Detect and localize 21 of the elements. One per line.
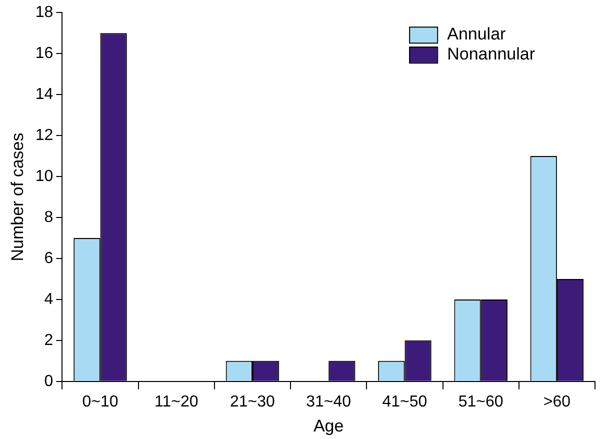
x-tick-label: 11~20 <box>154 393 198 410</box>
x-tick-label: 21~30 <box>230 393 276 410</box>
y-tick-label: 8 <box>44 208 54 226</box>
y-tick-label: 0 <box>44 372 54 390</box>
x-tick-label: 51~60 <box>458 393 504 410</box>
y-tick-label: 16 <box>35 44 54 62</box>
x-axis-title: Age <box>313 416 344 436</box>
y-tick-label: 4 <box>44 290 54 308</box>
y-tick-label: 18 <box>35 4 54 22</box>
x-tick-label: 0~10 <box>82 393 118 410</box>
legend-label: Nonannular <box>447 44 536 64</box>
y-axis-title: Number of cases <box>8 132 27 262</box>
x-tick-label: 41~50 <box>382 393 428 410</box>
legend-label: Annular <box>447 24 506 44</box>
x-tick-label: 31~40 <box>306 393 352 410</box>
y-tick-label: 6 <box>44 250 54 267</box>
y-tick-label: 12 <box>35 126 54 144</box>
x-tick-label: >60 <box>543 393 571 410</box>
y-tick-label: 10 <box>35 168 54 185</box>
y-tick-label: 14 <box>35 86 54 103</box>
y-tick-label: 2 <box>44 332 54 349</box>
